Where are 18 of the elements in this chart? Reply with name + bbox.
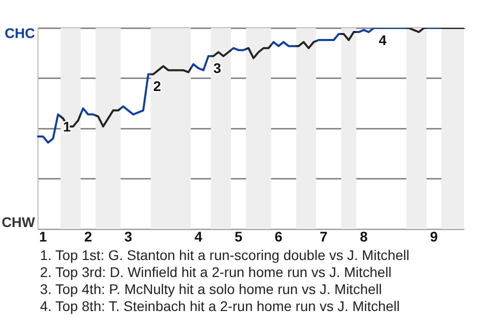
x-tick-label: 9 [430,228,438,244]
annotation: 4 [378,32,387,48]
text: 4. Top 8th: T. Steinbach hit a 2-run home run vs J. Mitchell [40,298,401,315]
text: CHW [2,214,36,230]
text: 2. Top 3rd: D. Winfield hit a 2-run home run vs J. Mitchell [40,264,392,281]
text: 3. Top 4th: P. McNulty hit a solo home run vs J. Mitchell [40,281,383,298]
annotation: 3 [213,60,222,76]
annotation: 2 [153,78,162,94]
x-tick-label: 5 [234,228,243,244]
text: CHC [4,24,35,41]
x-tick-label: 6 [274,228,283,244]
x-tick-label: 4 [194,228,202,244]
x-tick-label: 3 [124,228,132,244]
x-tick-label: 8 [360,228,368,244]
x-tick-label: 2 [84,228,92,244]
x-tick-label: 1 [39,228,48,244]
text: 1. Top 1st: G. Stanton hit a run-scoring double vs J. Mitchell [40,247,410,264]
x-tick-label: 7 [320,228,328,244]
